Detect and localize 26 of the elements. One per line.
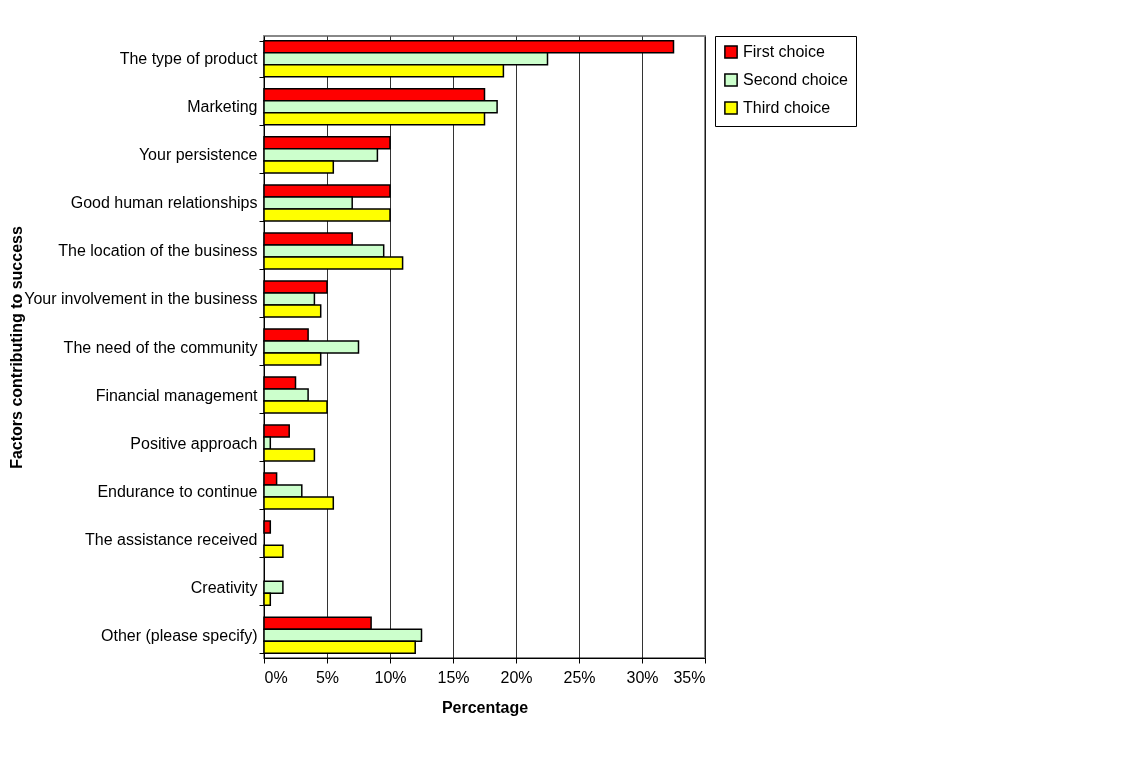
x-tick-label: 20% [500, 668, 533, 686]
x-axis-title: Percentage [441, 698, 529, 716]
y-tick-label: Creativity [190, 578, 258, 596]
y-tick-label: Your involvement in the business [24, 290, 258, 308]
y-tick-label: The type of product [119, 50, 259, 68]
y-tick-label: Your persistence [138, 146, 258, 164]
y-tick-label: Marketing [187, 98, 258, 116]
y-tick-label: Other (please specify) [100, 626, 258, 644]
y-tick-label: Good human relationships [70, 194, 258, 212]
x-tick-label: 10% [374, 668, 407, 686]
x-tick-label: 5% [315, 668, 340, 686]
legend-label: Second choice [743, 71, 849, 88]
x-tick-label: 30% [626, 668, 659, 686]
legend-label: First choice [743, 43, 825, 60]
y-tick-label: Endurance to continue [97, 482, 258, 500]
y-tick-label: Financial management [95, 386, 259, 404]
y-tick-label: Positive approach [130, 434, 258, 452]
y-tick-label: The need of the community [63, 338, 258, 356]
y-tick-label: The assistance received [84, 530, 258, 548]
y-axis-title: Factors contributing to success [7, 226, 25, 469]
x-tick-label: 25% [563, 668, 596, 686]
x-tick-label: 15% [437, 668, 470, 686]
y-tick-label: The location of the business [58, 242, 258, 260]
x-tick-label: 35% [673, 668, 706, 686]
legend-label: Third choice [743, 99, 831, 116]
x-tick-label: 0% [264, 668, 288, 686]
